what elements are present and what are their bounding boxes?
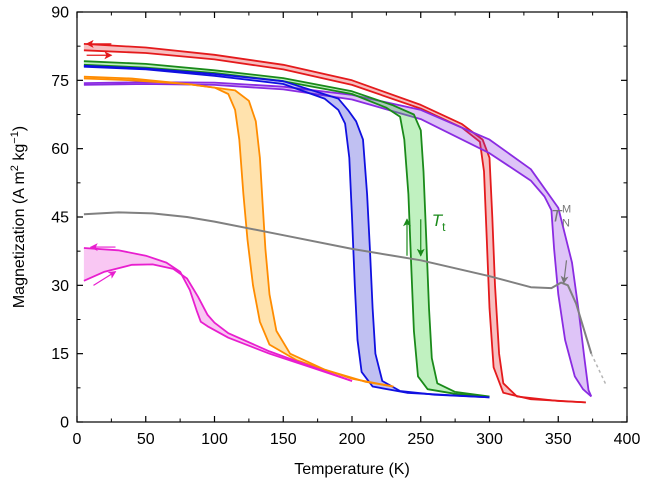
y-tick-label: 90 — [51, 5, 69, 22]
series-0-cooling-curve — [83, 43, 586, 404]
series-5-heating-curve — [83, 263, 353, 382]
series-layer — [83, 43, 608, 404]
direction-arrow-3 — [93, 271, 117, 286]
y-tick-label: 75 — [51, 73, 69, 90]
y-tick-label: 60 — [51, 141, 69, 158]
transition-temperature-label: Tt — [432, 211, 446, 234]
series-1 — [83, 81, 593, 398]
x-tick-label: 100 — [201, 431, 228, 448]
y-axis-title: Magnetization (A m2 kg−1) — [9, 126, 28, 308]
series-0-heating-curve — [83, 49, 586, 404]
tnm-sup: M — [562, 204, 571, 216]
x-tick-label: 300 — [476, 431, 503, 448]
tick-layer: 0 50 100 150 200 250 300 350 400 0 15 30 45 60 75 90 — [51, 5, 640, 449]
x-axis-title: Temperature (K) — [294, 461, 410, 478]
series-4 — [83, 75, 394, 388]
y-axis-title-sup2: −1 — [9, 131, 21, 144]
tt-base: T — [432, 211, 444, 230]
series-6-curve — [83, 211, 593, 354]
tnm-sub: N — [562, 218, 570, 230]
series-5-cooling-curve — [83, 247, 353, 382]
tt-sub: t — [442, 220, 446, 234]
tnm-base: T — [551, 207, 563, 226]
y-tick-label: 0 — [60, 415, 69, 432]
series-5-hysteresis-area — [83, 248, 353, 381]
y-axis-title-mid: kg — [11, 144, 28, 165]
series-1-cooling-curve — [83, 81, 593, 397]
series-1-hysteresis-area — [83, 82, 592, 397]
series-1-heating-curve — [83, 83, 592, 398]
x-tick-label: 400 — [614, 431, 641, 448]
y-tick-label: 15 — [51, 346, 69, 363]
y-axis-title-end: ) — [11, 126, 28, 131]
direction-arrow-6 — [560, 260, 569, 285]
y-tick-label: 30 — [51, 278, 69, 295]
y-tick-label: 45 — [51, 210, 69, 227]
x-tick-label: 200 — [339, 431, 366, 448]
x-tick-label: 0 — [73, 431, 82, 448]
y-axis-title-main: Magnetization (A m — [11, 171, 28, 308]
y-axis-title-sup1: 2 — [9, 165, 21, 171]
arrow-layer — [85, 39, 569, 286]
series-6 — [83, 211, 608, 386]
series-6-extrapolation — [590, 353, 608, 386]
x-tick-label: 50 — [137, 431, 155, 448]
x-tick-label: 350 — [545, 431, 572, 448]
neel-temperature-label: T M N — [551, 204, 571, 230]
series-2-cooling-curve — [83, 60, 490, 398]
series-0 — [83, 43, 586, 404]
x-tick-label: 150 — [270, 431, 297, 448]
x-tick-label: 250 — [407, 431, 434, 448]
series-5 — [83, 247, 353, 382]
series-4-heating-curve — [83, 77, 394, 388]
